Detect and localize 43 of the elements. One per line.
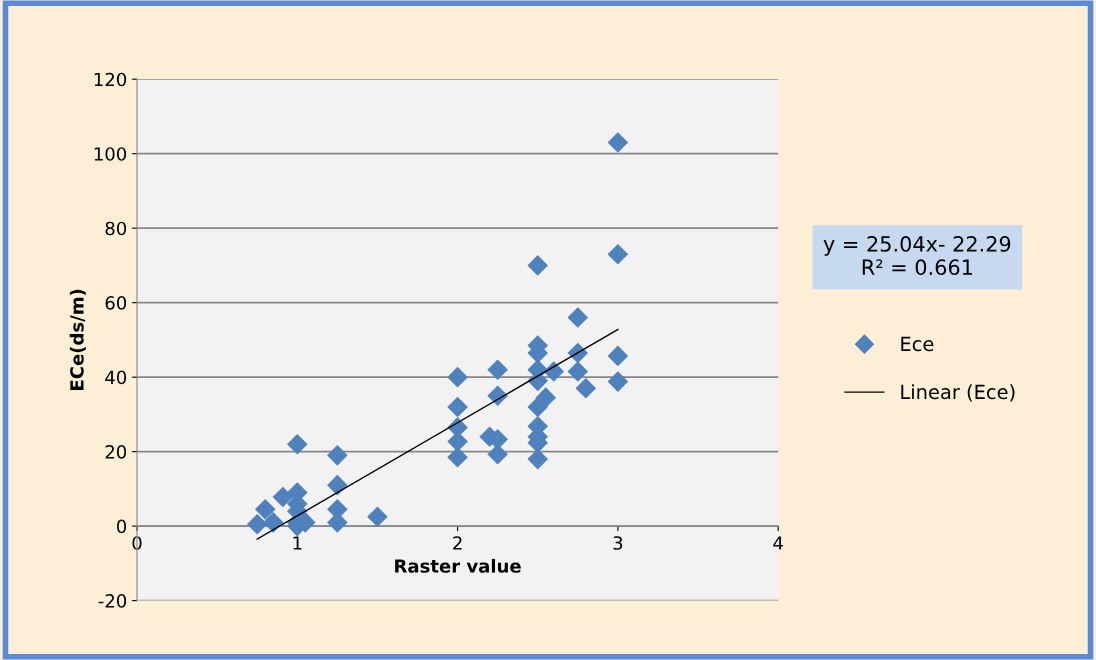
point: [447, 396, 468, 418]
y-tick-label: 80: [105, 221, 127, 236]
y-tick-label: -20: [98, 594, 127, 608]
y-tick-label: 40: [105, 370, 127, 385]
point: [447, 446, 468, 468]
point: [272, 486, 294, 508]
point: [535, 387, 557, 408]
point: [487, 443, 508, 465]
legend-label: Ece: [901, 336, 934, 352]
x-tick-label: 3: [613, 536, 623, 550]
y-tick-label: 0: [116, 519, 127, 534]
point: [254, 499, 276, 520]
y-axis-title: ECe(ds/m): [69, 289, 86, 390]
point: [607, 345, 629, 367]
point: [567, 307, 589, 328]
point: [327, 445, 348, 466]
point: [367, 506, 388, 528]
point: [527, 255, 549, 276]
legend-label: Linear (Ece): [901, 384, 1015, 402]
x-tick-label: 2: [453, 536, 462, 550]
point: [607, 371, 629, 392]
point: [575, 378, 597, 399]
x-tick-label: 0: [132, 536, 142, 550]
y-tick-label: 20: [105, 445, 127, 459]
x-tick-label: 1: [293, 536, 302, 550]
x-axis-title: Raster value: [395, 558, 521, 573]
point: [262, 512, 284, 533]
y-tick-label: 120: [94, 72, 127, 87]
point: [246, 513, 268, 535]
point: [527, 448, 549, 470]
y-tick-label: 100: [94, 147, 127, 161]
point: [447, 431, 468, 452]
point: [286, 433, 308, 455]
y-tick-label: 60: [105, 296, 127, 310]
text: y = 25.04x- 22.29 R² = 0.661: [823, 236, 1011, 276]
point: [607, 243, 629, 265]
x-tick-label: 4: [773, 536, 783, 550]
point: [607, 132, 629, 153]
point: [447, 366, 468, 388]
point: [327, 512, 348, 533]
point: [487, 359, 508, 380]
point: [327, 474, 348, 496]
point: [567, 361, 589, 382]
